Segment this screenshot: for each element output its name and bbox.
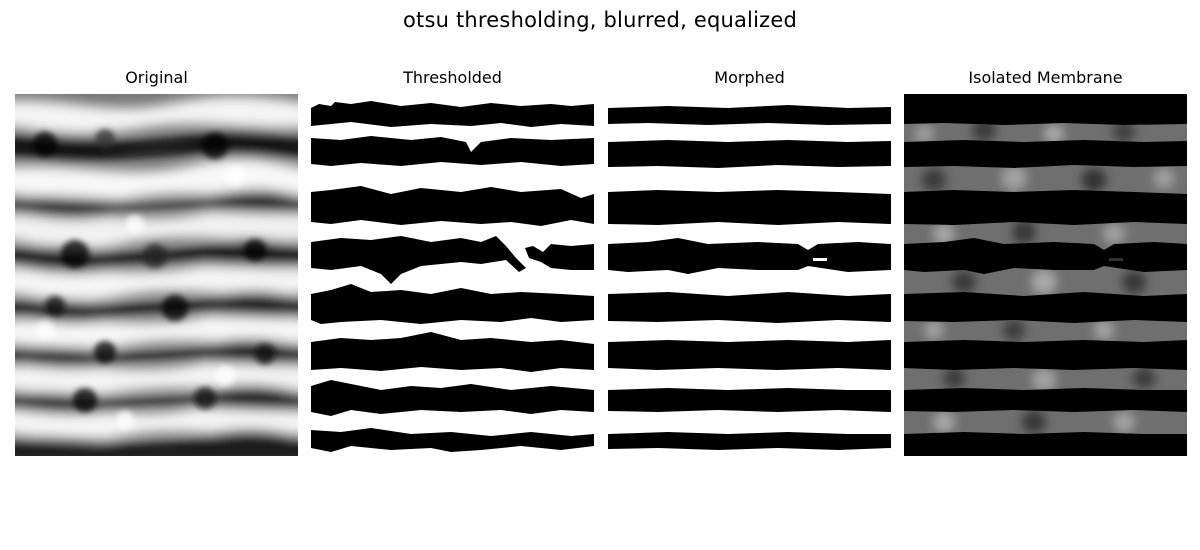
morphed-gap: [813, 258, 827, 261]
figure-title: otsu thresholding, blurred, equalized: [402, 8, 797, 32]
original-image: [15, 94, 298, 456]
panel-title-morphed: Morphed: [714, 68, 785, 87]
panel-original: Original: [15, 0, 298, 460]
morphed-image: [608, 94, 891, 456]
morphed-stripes: [608, 105, 891, 450]
thresholded-stripes: [311, 101, 594, 452]
membrane-bands: [904, 123, 1187, 434]
panel-morphed: Morphed: [608, 0, 891, 460]
panel-thresholded: Thresholded: [311, 0, 594, 460]
membrane-gap: [1109, 258, 1123, 261]
panel-title-original: Original: [125, 68, 188, 87]
original-stripes: [15, 95, 298, 456]
panel-title-isolated-membrane: Isolated Membrane: [968, 68, 1123, 87]
thresholded-image: [311, 94, 594, 456]
isolated-membrane-image: [904, 94, 1187, 456]
panel-isolated-membrane: Isolated Membrane: [904, 0, 1187, 460]
original-texture: [33, 129, 275, 429]
panel-title-thresholded: Thresholded: [403, 68, 502, 87]
